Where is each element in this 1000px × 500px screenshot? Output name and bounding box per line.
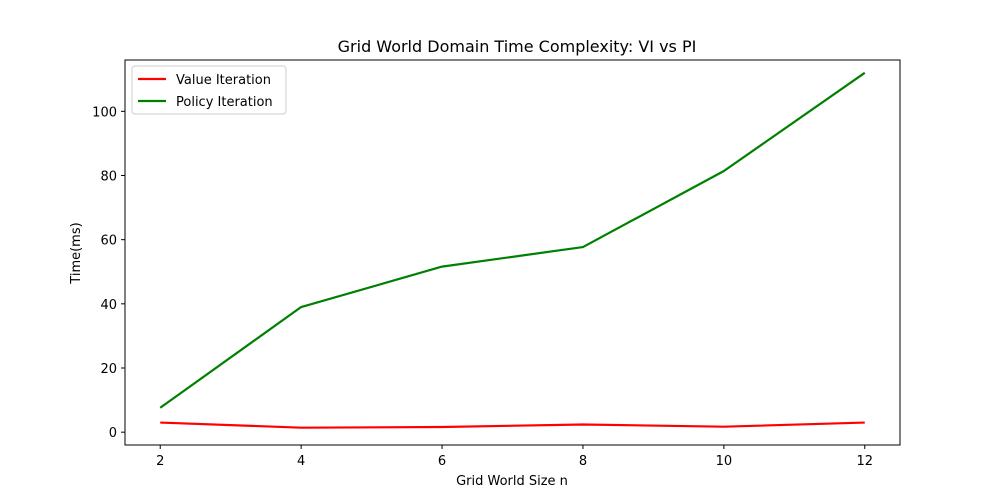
y-tick-label: 100 — [92, 105, 117, 120]
x-tick-label: 8 — [579, 454, 587, 469]
x-tick-label: 6 — [438, 454, 446, 469]
x-axis: 2 4 6 8 10 12 — [156, 445, 873, 469]
y-axis-title: Time(ms) — [69, 222, 84, 284]
series-line-policy-iteration — [159, 71, 866, 409]
legend: Value Iteration Policy Iteration — [131, 65, 287, 115]
legend-label: Value Iteration — [176, 73, 271, 88]
series-layer — [159, 71, 866, 429]
y-tick-label: 80 — [100, 170, 117, 185]
y-axis: 0 20 40 60 80 100 — [92, 105, 125, 441]
y-tick-label: 0 — [109, 426, 117, 441]
y-tick-label: 60 — [100, 234, 117, 249]
series-line-value-iteration — [160, 421, 865, 429]
legend-label: Policy Iteration — [176, 95, 273, 110]
x-tick-label: 12 — [856, 454, 873, 469]
x-tick-label: 2 — [156, 454, 164, 469]
y-tick-label: 40 — [100, 298, 117, 313]
x-tick-label: 4 — [297, 454, 305, 469]
legend-frame — [131, 65, 287, 115]
x-tick-label: 10 — [716, 454, 733, 469]
plot-area — [124, 59, 901, 446]
chart-title: Grid World Domain Time Complexity: VI vs… — [338, 37, 697, 56]
x-axis-title: Grid World Size n — [456, 474, 568, 489]
y-tick-label: 20 — [100, 362, 117, 377]
